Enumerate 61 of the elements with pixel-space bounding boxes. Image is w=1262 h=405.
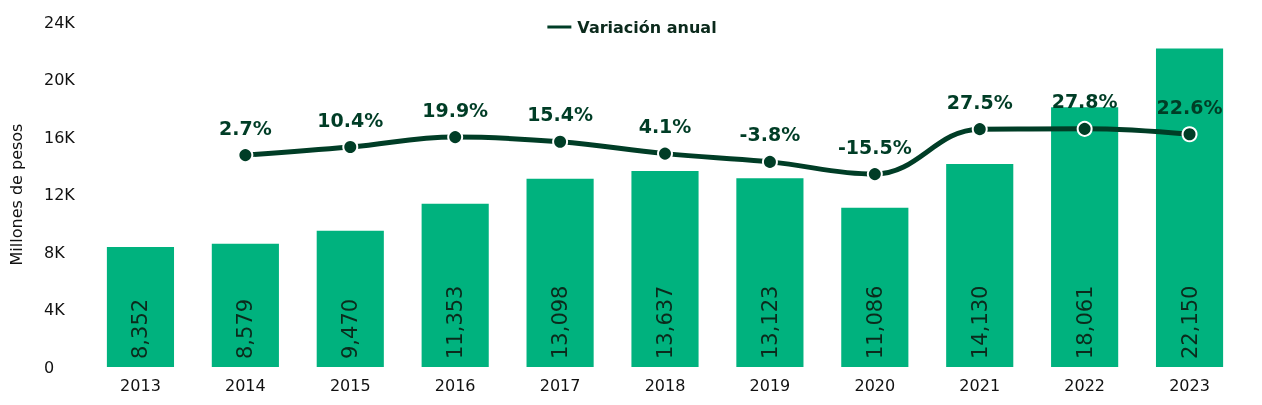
bar (1155, 48, 1224, 367)
y-tick-label: 12K (44, 185, 76, 204)
data-label: 9,470 (338, 298, 363, 359)
data-label: 22.6% (1156, 95, 1223, 118)
point (971, 121, 988, 138)
point (1076, 120, 1093, 137)
data-label: 10.4% (317, 108, 384, 131)
x-tick-label: 2013 (120, 375, 161, 395)
bar (841, 207, 909, 367)
bar (631, 170, 699, 367)
data-label: 27.8% (1051, 90, 1118, 113)
bar (1051, 107, 1119, 367)
y-tick-label: 0 (44, 357, 55, 377)
x-tick-label: 2022 (1064, 375, 1105, 395)
y-tick-label: 8K (44, 242, 66, 262)
y-tick-label: 16K (44, 127, 76, 147)
x-tick-label: 2019 (749, 375, 791, 395)
data-label: -3.8% (739, 123, 801, 146)
data-label: 18,061 (1072, 285, 1097, 359)
bar (316, 230, 384, 367)
x-tick-label: 2015 (329, 375, 371, 395)
data-label: 22,150 (1177, 285, 1202, 359)
data-label: 11,353 (443, 285, 468, 359)
y-tick-label: 4K (44, 300, 66, 319)
x-tick-label: 2018 (644, 375, 686, 395)
data-label: -15.5% (837, 135, 912, 158)
data-label: 8,579 (233, 298, 258, 359)
bar (946, 163, 1014, 367)
x-tick-label: 2016 (434, 375, 476, 395)
point (657, 145, 673, 162)
data-label: 13,123 (757, 285, 782, 359)
point (761, 153, 778, 170)
y-tick-label: 20K (44, 70, 76, 89)
data-label: 4.1% (638, 115, 692, 138)
data-label: 14,130 (967, 285, 992, 359)
point (447, 129, 464, 146)
data-label: 13,098 (548, 285, 573, 359)
bar (526, 178, 594, 367)
y-axis-title: Millones de pesos (6, 123, 26, 266)
data-label: 15.4% (527, 103, 594, 126)
x-tick-label: 2020 (854, 375, 896, 395)
x-tick-label: 2017 (539, 375, 581, 395)
x-tick-label: 2014 (225, 375, 266, 395)
data-label: 19.9% (422, 98, 489, 121)
legend-label: Variación anual (577, 17, 717, 37)
point (237, 147, 254, 164)
point (866, 166, 883, 183)
point (1181, 126, 1198, 143)
data-label: 11,086 (862, 285, 887, 359)
data-label: 8,352 (128, 298, 153, 359)
bar (421, 203, 489, 367)
point (552, 133, 569, 150)
y-tick-label: 24K (44, 12, 76, 32)
x-tick-label: 2021 (959, 375, 1001, 395)
bar (736, 178, 804, 367)
bar (106, 246, 175, 367)
data-label: 13,637 (653, 285, 677, 359)
bar (211, 243, 279, 367)
data-label: 27.5% (946, 90, 1013, 113)
data-label: 2.7% (219, 116, 272, 139)
x-tick-label: 2023 (1169, 375, 1210, 395)
